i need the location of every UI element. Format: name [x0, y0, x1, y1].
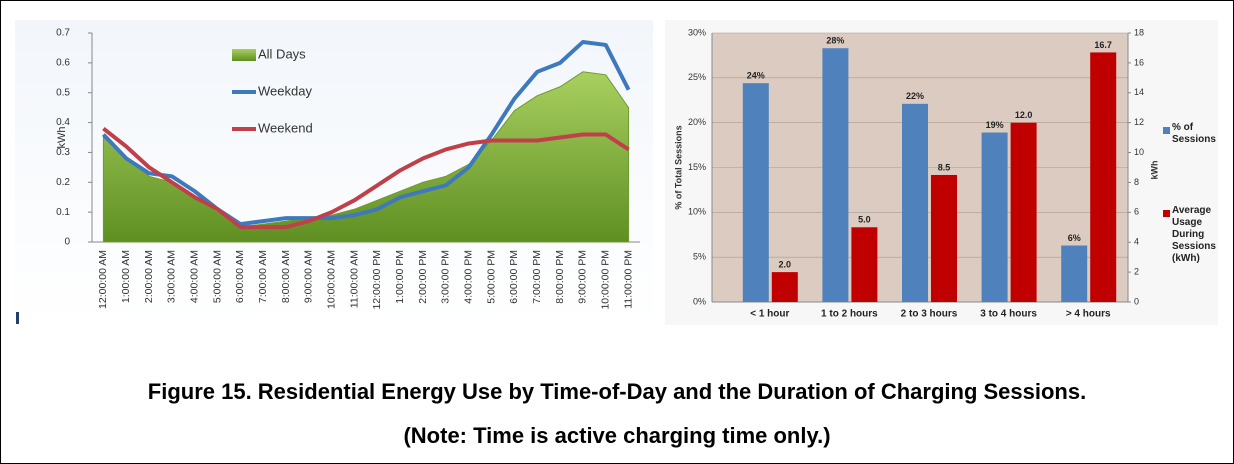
x-tick-label: 7:00:00 AM — [257, 250, 269, 303]
y-tick-label: 25% — [688, 72, 706, 82]
data-label: 2.0 — [779, 259, 792, 269]
x-tick-label: 12:00:00 PM — [371, 250, 383, 310]
y-axis-title: % of Total Sessions — [673, 125, 683, 209]
y-axis-title: kWh — [56, 127, 68, 149]
caption-note: (Note: Time is active charging time only… — [403, 423, 830, 448]
y-tick-label: 0.7 — [56, 28, 70, 39]
x-tick-label: 8:00:00 AM — [280, 250, 292, 303]
data-label: 22% — [906, 91, 924, 101]
x-tick-label: 1 to 2 hours — [821, 309, 878, 320]
y-tick-label: 10% — [688, 207, 706, 217]
data-label: 8.5 — [938, 162, 951, 172]
x-tick-label: 9:00:00 AM — [303, 250, 315, 303]
y2-tick-label: 18 — [1134, 27, 1144, 37]
x-tick-label: 12:00:00 AM — [97, 250, 109, 309]
x-tick-label: 6:00:00 PM — [508, 250, 520, 304]
bar — [851, 227, 878, 302]
legend-swatch — [232, 49, 256, 61]
bar — [902, 103, 928, 302]
bar — [1061, 245, 1088, 302]
bar — [1090, 52, 1117, 302]
legend-box: % of Sessions — [1172, 122, 1216, 145]
x-tick-label: 2:00:00 AM — [143, 250, 155, 303]
y2-axis-title: kWh — [1149, 161, 1159, 180]
x-tick-label: 7:00:00 PM — [531, 250, 543, 304]
x-tick-label: > 4 hours — [1066, 309, 1111, 320]
y-tick-label: 0 — [64, 237, 70, 248]
bar — [771, 272, 798, 302]
y-tick-label: 0.6 — [56, 57, 70, 68]
x-tick-label: 5:00:00 PM — [485, 250, 497, 304]
legend-label: Weekend — [258, 120, 313, 135]
bar — [931, 174, 957, 302]
x-tick-label: 10:00:00 AM — [326, 250, 338, 309]
bar — [981, 132, 1008, 302]
legend-swatch — [1163, 210, 1170, 217]
y-tick-label: 0.3 — [56, 147, 70, 158]
y2-tick-label: 6 — [1134, 207, 1139, 217]
y2-tick-label: 8 — [1134, 177, 1139, 187]
x-tick-label: 6:00:00 AM — [234, 250, 246, 303]
y2-tick-label: 10 — [1134, 147, 1144, 157]
bar — [1010, 122, 1037, 303]
data-label: 19% — [986, 120, 1004, 130]
data-label: 5.0 — [858, 215, 871, 225]
caption-title: Figure 15. Residential Energy Use by Tim… — [148, 379, 1086, 404]
data-label: 6% — [1068, 233, 1081, 243]
data-label: 12.0 — [1015, 110, 1033, 120]
y-tick-label: 0.2 — [56, 177, 70, 188]
y-tick-label: 0% — [693, 296, 706, 306]
y2-tick-label: 4 — [1134, 237, 1139, 247]
x-tick-label: 2 to 3 hours — [901, 309, 958, 320]
y2-tick-label: 2 — [1134, 266, 1139, 276]
x-tick-label: 10:00:00 PM — [600, 250, 612, 310]
x-tick-label: < 1 hour — [750, 309, 789, 320]
legend-swatch — [1163, 127, 1170, 134]
legend-label: % of Sessions — [1172, 122, 1216, 145]
x-tick-label: 3:00:00 AM — [166, 250, 178, 303]
x-tick-label: 2:00:00 PM — [417, 250, 429, 304]
y-tick-label: 0.5 — [56, 87, 70, 98]
x-tick-label: 11:00:00 PM — [622, 250, 634, 309]
y-tick-label: 20% — [688, 117, 706, 127]
y2-tick-label: 14 — [1134, 87, 1144, 97]
x-tick-label: 3 to 4 hours — [980, 309, 1037, 320]
y2-tick-label: 0 — [1134, 296, 1139, 306]
x-tick-label: 8:00:00 PM — [554, 250, 566, 304]
y-tick-label: 30% — [688, 27, 706, 37]
y-tick-label: 15% — [688, 162, 706, 172]
line — [101, 39, 631, 227]
bar — [822, 48, 849, 302]
x-tick-label: 3:00:00 PM — [440, 250, 452, 304]
y-tick-label: 5% — [693, 252, 706, 262]
x-tick-label: 4:00:00 AM — [189, 250, 201, 303]
legend-label: All Days — [258, 46, 306, 61]
x-tick-label: 1:00:00 PM — [394, 250, 406, 304]
x-tick-label: 11:00:00 AM — [348, 250, 360, 308]
x-tick-label: 9:00:00 PM — [577, 250, 589, 304]
x-tick-label: 5:00:00 AM — [211, 250, 223, 303]
y2-tick-label: 12 — [1134, 117, 1144, 127]
legend-label: Weekday — [258, 83, 312, 98]
y2-tick-label: 16 — [1134, 57, 1144, 67]
data-label: 24% — [747, 71, 765, 81]
x-tick-label: 4:00:00 PM — [463, 250, 475, 304]
data-label: 28% — [826, 36, 844, 46]
y-tick-label: 0.4 — [56, 117, 70, 128]
bar — [742, 83, 769, 302]
legend-label: Average Usage During Sessions (kWh) — [1172, 205, 1216, 264]
line — [102, 126, 630, 230]
x-tick-label: 1:00:00 AM — [120, 250, 132, 303]
data-label: 16.7 — [1094, 40, 1112, 50]
y-tick-label: 0.1 — [56, 207, 70, 218]
legend-box: Average Usage During Sessions (kWh) — [1172, 205, 1216, 264]
marker — [16, 312, 19, 324]
